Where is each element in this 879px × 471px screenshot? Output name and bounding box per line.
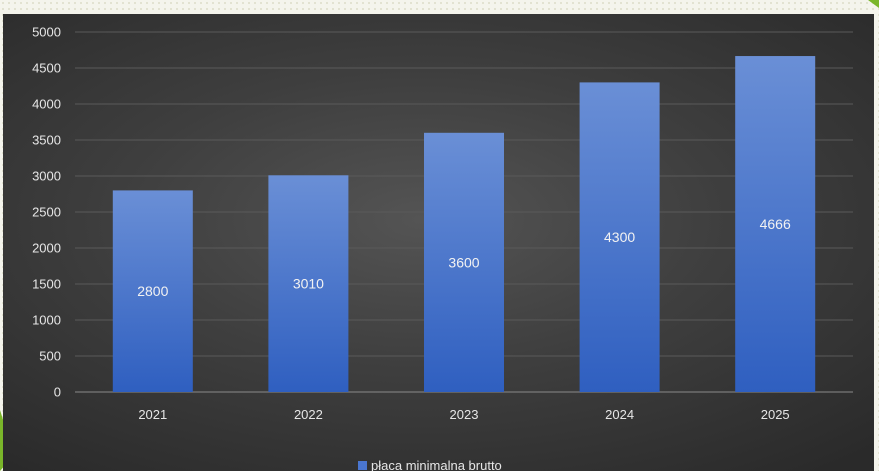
y-tick-label: 3500 bbox=[32, 133, 61, 148]
x-tick-label-2022: 2022 bbox=[294, 407, 323, 422]
y-tick-label: 5000 bbox=[32, 25, 61, 40]
y-tick-label: 0 bbox=[54, 385, 61, 400]
bar-2022 bbox=[268, 175, 349, 392]
data-label-2025: 4666 bbox=[760, 216, 791, 232]
bar-2021 bbox=[112, 190, 193, 392]
data-label-2022: 3010 bbox=[293, 276, 324, 292]
chart-panel: 0 500 1000 1500 2000 2500 3000 3500 4000 4500 5000… bbox=[3, 14, 874, 471]
legend-label: płaca minimalna brutto bbox=[371, 457, 502, 471]
data-label-2021: 2800 bbox=[137, 283, 168, 299]
legend-swatch bbox=[358, 460, 367, 470]
y-tick-label: 4500 bbox=[32, 61, 61, 76]
x-tick-label-2024: 2024 bbox=[605, 407, 634, 422]
y-tick-label: 2500 bbox=[32, 205, 61, 220]
chart-legend: płaca minimalna brutto bbox=[358, 456, 502, 471]
x-tick-label-2025: 2025 bbox=[761, 407, 790, 422]
x-tick-label-2021: 2021 bbox=[138, 407, 167, 422]
bar-2025 bbox=[735, 56, 816, 392]
bar-chart: 0 500 1000 1500 2000 2500 3000 3500 4000 4500 5000… bbox=[32, 25, 853, 422]
y-tick-label: 500 bbox=[39, 349, 61, 364]
bar-2024 bbox=[579, 82, 660, 393]
y-tick-label: 2000 bbox=[32, 241, 61, 256]
data-label-2023: 3600 bbox=[448, 254, 479, 270]
y-tick-label: 3000 bbox=[32, 169, 61, 184]
x-tick-label-2023: 2023 bbox=[450, 407, 479, 422]
bar-2023 bbox=[424, 132, 504, 393]
y-tick-label: 1500 bbox=[32, 277, 61, 292]
y-tick-label: 4000 bbox=[32, 97, 61, 112]
y-tick-label: 1000 bbox=[32, 313, 61, 328]
data-label-2024: 4300 bbox=[604, 229, 635, 245]
